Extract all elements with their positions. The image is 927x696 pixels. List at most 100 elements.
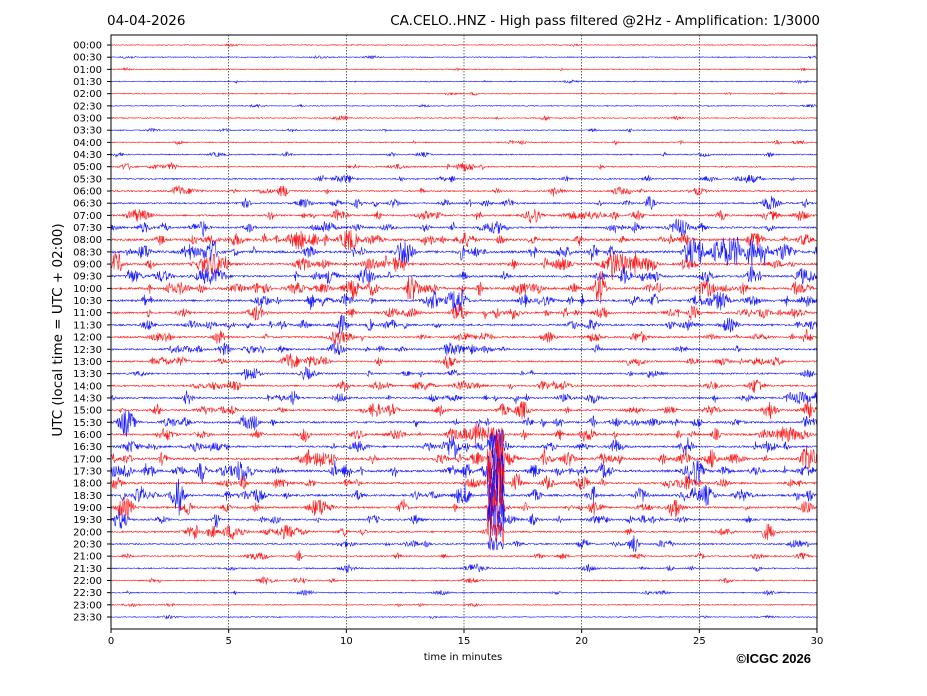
y-tick-label: 15:00 bbox=[73, 406, 102, 417]
trace-0530 bbox=[110, 174, 818, 184]
y-tick-label: 16:00 bbox=[73, 430, 102, 441]
trace-0030 bbox=[110, 55, 818, 60]
trace-1600 bbox=[110, 422, 817, 445]
trace-0230 bbox=[110, 103, 818, 109]
y-tick-label: 23:30 bbox=[73, 613, 102, 624]
y-tick-label: 00:30 bbox=[73, 53, 102, 64]
y-tick-label: 11:00 bbox=[73, 308, 102, 319]
chart-title: CA.CELO..HNZ - High pass filtered @2Hz -… bbox=[390, 13, 820, 29]
y-tick-label: 23:00 bbox=[73, 600, 102, 611]
y-tick-label: 18:30 bbox=[73, 491, 102, 502]
x-tick-label: 15 bbox=[458, 636, 471, 647]
y-tick-label: 14:00 bbox=[73, 381, 102, 392]
y-tick-label: 01:30 bbox=[73, 77, 102, 88]
trace-1430 bbox=[110, 390, 818, 406]
trace-0200 bbox=[111, 91, 818, 96]
trace-1800 bbox=[110, 456, 818, 507]
trace-1500 bbox=[110, 400, 818, 420]
y-tick-label: 19:00 bbox=[73, 503, 102, 514]
trace-2030 bbox=[110, 535, 818, 553]
x-tick-label: 20 bbox=[575, 636, 588, 647]
y-tick-label: 17:00 bbox=[73, 454, 102, 465]
trace-1030 bbox=[110, 289, 818, 312]
y-tick-label: 21:00 bbox=[73, 552, 102, 563]
x-tick-label: 0 bbox=[108, 636, 114, 647]
trace-0500 bbox=[110, 162, 818, 172]
trace-0800 bbox=[111, 229, 818, 251]
y-tick-label: 07:00 bbox=[73, 211, 102, 222]
y-tick-label: 09:00 bbox=[73, 260, 102, 271]
trace-2300 bbox=[111, 602, 818, 608]
trace-1830 bbox=[110, 467, 817, 520]
trace-0400 bbox=[110, 139, 818, 146]
trace-1900 bbox=[110, 482, 818, 529]
y-tick-label: 08:00 bbox=[73, 235, 102, 246]
trace-2100 bbox=[110, 550, 818, 562]
trace-1200 bbox=[110, 328, 818, 345]
y-tick-label: 12:00 bbox=[73, 333, 102, 344]
trace-2000 bbox=[110, 516, 818, 544]
trace-1530 bbox=[110, 409, 818, 438]
chart-date: 04-04-2026 bbox=[107, 13, 185, 29]
y-tick-label: 06:30 bbox=[73, 199, 102, 210]
y-tick-label: 10:30 bbox=[73, 296, 102, 307]
trace-0630 bbox=[110, 195, 817, 210]
y-tick-label: 06:00 bbox=[73, 187, 102, 198]
trace-2230 bbox=[110, 589, 817, 596]
y-tick-label: 09:30 bbox=[73, 272, 102, 283]
y-tick-label: 03:30 bbox=[73, 126, 102, 137]
y-tick-label: 20:30 bbox=[73, 539, 102, 550]
y-tick-label: 08:30 bbox=[73, 247, 102, 258]
y-tick-label: 19:30 bbox=[73, 515, 102, 526]
trace-2200 bbox=[110, 575, 818, 585]
y-tick-label: 13:30 bbox=[73, 369, 102, 380]
x-tick-label: 30 bbox=[811, 636, 824, 647]
y-tick-label: 18:00 bbox=[73, 479, 102, 490]
trace-0130 bbox=[111, 79, 818, 85]
trace-0930 bbox=[110, 266, 818, 285]
copyright: ©ICGC 2026 bbox=[736, 651, 811, 666]
trace-0700 bbox=[110, 209, 818, 224]
y-tick-label: 22:00 bbox=[73, 576, 102, 587]
y-tick-label: 20:00 bbox=[73, 527, 102, 538]
y-tick-label: 07:30 bbox=[73, 223, 102, 234]
y-tick-label: 12:30 bbox=[73, 345, 102, 356]
x-tick-label: 10 bbox=[340, 636, 353, 647]
trace-1300 bbox=[110, 353, 818, 370]
trace-1400 bbox=[110, 379, 818, 393]
y-tick-label: 02:30 bbox=[73, 101, 102, 112]
y-tick-label: 16:30 bbox=[73, 442, 102, 453]
y-tick-label: 05:30 bbox=[73, 174, 102, 185]
y-tick-label: 03:00 bbox=[73, 114, 102, 125]
y-tick-label: 00:00 bbox=[73, 41, 102, 52]
trace-1100 bbox=[110, 303, 818, 321]
trace-2130 bbox=[110, 563, 818, 573]
trace-0600 bbox=[110, 185, 817, 197]
trace-0330 bbox=[110, 127, 818, 133]
y-tick-label: 05:00 bbox=[73, 162, 102, 173]
trace-0830 bbox=[110, 236, 818, 268]
trace-1700 bbox=[110, 433, 818, 480]
trace-0300 bbox=[110, 115, 818, 121]
trace-0430 bbox=[110, 150, 818, 159]
y-tick-label: 11:30 bbox=[73, 320, 102, 331]
trace-0900 bbox=[110, 251, 818, 281]
trace-1230 bbox=[110, 342, 818, 356]
y-tick-label: 02:00 bbox=[73, 89, 102, 100]
y-tick-label: 22:30 bbox=[73, 588, 102, 599]
trace-1130 bbox=[110, 314, 818, 335]
trace-0000 bbox=[110, 43, 818, 48]
y-tick-label: 21:30 bbox=[73, 564, 102, 575]
trace-1330 bbox=[110, 366, 818, 381]
y-tick-label: 17:30 bbox=[73, 466, 102, 477]
y-tick-label: 13:00 bbox=[73, 357, 102, 368]
y-tick-label: 04:00 bbox=[73, 138, 102, 149]
trace-1000 bbox=[110, 271, 818, 304]
y-tick-label: 15:30 bbox=[73, 418, 102, 429]
y-tick-label: 14:30 bbox=[73, 393, 102, 404]
x-tick-label: 5 bbox=[225, 636, 231, 647]
trace-1730 bbox=[110, 448, 818, 490]
y-tick-label: 10:00 bbox=[73, 284, 102, 295]
trace-1630 bbox=[110, 429, 818, 465]
